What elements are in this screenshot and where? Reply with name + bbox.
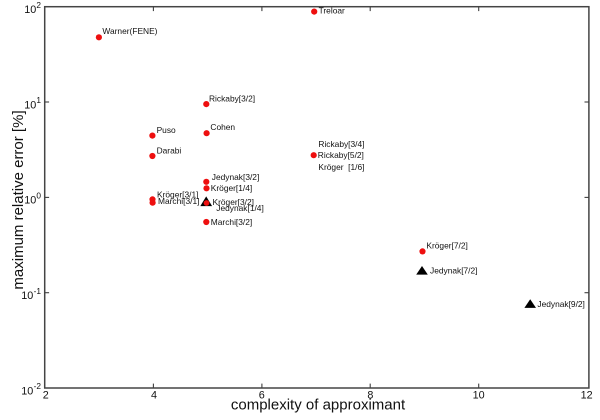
svg-text:Treloar: Treloar xyxy=(319,6,345,16)
svg-text:-2: -2 xyxy=(34,381,42,391)
svg-text:10: 10 xyxy=(21,385,33,397)
svg-text:10: 10 xyxy=(473,389,485,401)
svg-text:Marchi[3/2]: Marchi[3/2] xyxy=(211,217,252,227)
svg-text:Rickaby[5/2]: Rickaby[5/2] xyxy=(318,150,364,160)
svg-text:6: 6 xyxy=(259,389,265,401)
svg-text:Jedynak[7/2]: Jedynak[7/2] xyxy=(430,266,478,276)
svg-text:Cohen: Cohen xyxy=(210,122,235,132)
svg-text:Jedynak[3/2]: Jedynak[3/2] xyxy=(212,172,259,182)
svg-text:Darabi: Darabi xyxy=(157,145,182,155)
svg-text:Jedynak[1/4]: Jedynak[1/4] xyxy=(216,203,263,213)
svg-text:Kröger[3/2]: Kröger[3/2] xyxy=(213,197,254,207)
svg-text:-1: -1 xyxy=(34,286,42,296)
svg-text:10: 10 xyxy=(24,99,36,111)
svg-text:Kröger[1/4]: Kröger[1/4] xyxy=(211,183,252,193)
svg-text:Rickaby[3/4]: Rickaby[3/4] xyxy=(318,139,364,149)
svg-text:0: 0 xyxy=(36,191,41,201)
svg-text:10: 10 xyxy=(24,4,36,16)
svg-text:8: 8 xyxy=(367,389,373,401)
svg-text:1: 1 xyxy=(36,95,41,105)
svg-text:4: 4 xyxy=(151,389,157,401)
svg-text:Kröger[3/1]: Kröger[3/1] xyxy=(157,189,198,199)
svg-text:complexity of approximant: complexity of approximant xyxy=(231,397,406,414)
svg-text:Puso: Puso xyxy=(157,125,176,135)
svg-text:maximum relative error [%]: maximum relative error [%] xyxy=(10,110,27,289)
svg-text:Rickaby[3/2]: Rickaby[3/2] xyxy=(209,93,255,103)
svg-text:Jedynak[9/2]: Jedynak[9/2] xyxy=(537,299,585,309)
svg-text:Kröger[7/2]: Kröger[7/2] xyxy=(426,241,467,251)
svg-text:Warner(FENE): Warner(FENE) xyxy=(102,26,157,36)
svg-text:10: 10 xyxy=(24,195,36,207)
svg-text:Kröger [1/6]: Kröger [1/6] xyxy=(318,162,364,172)
svg-text:2: 2 xyxy=(36,0,41,10)
svg-text:12: 12 xyxy=(581,389,593,401)
svg-text:Marchi[3/1]: Marchi[3/1] xyxy=(158,196,199,206)
svg-text:10: 10 xyxy=(21,290,33,302)
svg-text:2: 2 xyxy=(43,389,49,401)
